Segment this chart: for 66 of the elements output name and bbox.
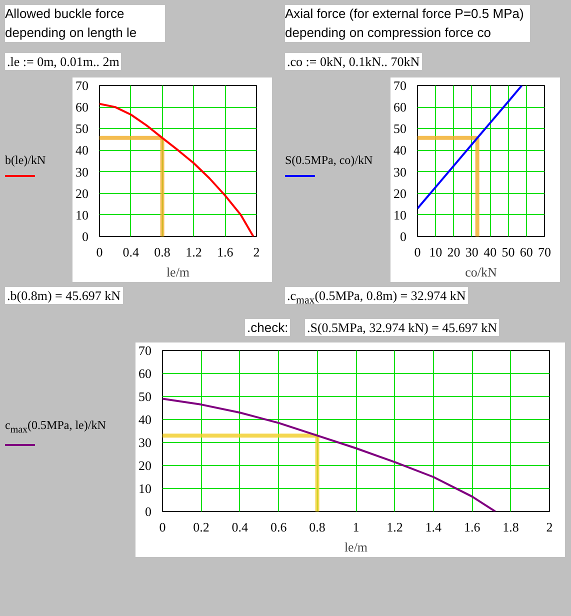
x-tick-label: 2 [546,520,553,535]
x-tick-label: 2 [253,244,260,260]
y-tick-label: 0 [400,228,406,244]
x-tick-label: 1.2 [186,244,202,260]
y-tick-label: 70 [138,343,152,358]
text: .c$_{max}$(0.5MPa, 0.8m) = 32.974 kN [285,286,468,306]
line-series [162,398,496,512]
y-tick-label: 30 [394,164,406,179]
y-axis-title: c$_{max}$(0.5MPa, le)/kN [5,418,106,436]
chart-title: Axial force (for external force P=0.5 MPa) depending on compression force co [285,5,530,42]
x-tick-label: 0.8 [154,244,170,260]
text: .b(0.8m) = 45.697 kN [5,286,122,304]
y-tick-label: 10 [76,206,88,222]
y-tick-label: 50 [76,120,88,136]
y-tick-label: 50 [138,389,152,404]
x-tick-label: 1.2 [386,520,403,535]
x-tick-label: 70 [538,244,551,260]
x-tick-label: 0 [96,244,103,260]
y-tick-label: 70 [394,78,406,93]
y-tick-label: 50 [394,120,406,136]
x-tick-label: 1.4 [425,520,442,535]
y-tick-label: 60 [138,366,152,382]
x-tick-label: 0 [414,244,421,260]
x-tick-label: 0.4 [232,520,249,535]
y-tick-label: 10 [394,206,406,222]
x-tick-label: 20 [447,244,460,260]
x-axis-title: co/kN [465,264,498,280]
x-axis-title: le/m [166,264,190,280]
x-axis-title: le/m [344,540,368,555]
x-tick-label: 50 [502,244,515,260]
text: .S(0.5MPa, 32.974 kN) = 45.697 kN [305,318,500,336]
y-tick-label: 10 [138,481,152,496]
y-axis-title: S(0.5MPa, co)/kN [285,152,373,167]
text: .co := 0kN, 0.1kN.. 70kN [285,53,422,70]
text: .le := 0m, 0.01m.. 2m [5,53,122,70]
x-tick-label: 1.6 [216,244,234,260]
x-tick-label: 1.8 [502,520,519,535]
y-tick-label: 20 [394,185,406,200]
x-tick-label: 0.8 [309,520,326,535]
x-tick-label: 30 [465,244,478,260]
line-series [418,85,523,210]
x-tick-label: 0.4 [122,244,140,260]
y-tick-label: 30 [76,164,88,179]
y-axis-title: b(le)/kN [5,152,46,167]
x-tick-label: 0.6 [270,520,288,535]
y-tick-label: 70 [76,78,88,93]
y-tick-label: 60 [76,99,88,114]
x-tick-label: 10 [429,244,442,260]
y-tick-label: 40 [394,142,406,158]
line-series [100,102,254,236]
y-tick-label: 20 [76,185,88,200]
y-tick-label: 60 [394,99,406,114]
y-tick-label: 40 [76,142,88,158]
chart-title: Allowed buckle force depending on length le [5,5,165,42]
x-tick-label: 0 [159,520,166,535]
y-tick-label: 0 [145,504,152,520]
y-tick-label: 20 [138,458,152,474]
x-tick-label: 60 [520,244,533,260]
y-tick-label: 40 [138,412,152,428]
y-tick-label: 0 [82,228,88,244]
y-tick-label: 30 [138,435,152,450]
x-tick-label: 40 [484,244,497,260]
x-tick-label: 1 [352,520,360,535]
text: .check: [245,318,290,336]
x-tick-label: 0.2 [193,520,210,535]
x-tick-label: 1.6 [464,520,481,535]
